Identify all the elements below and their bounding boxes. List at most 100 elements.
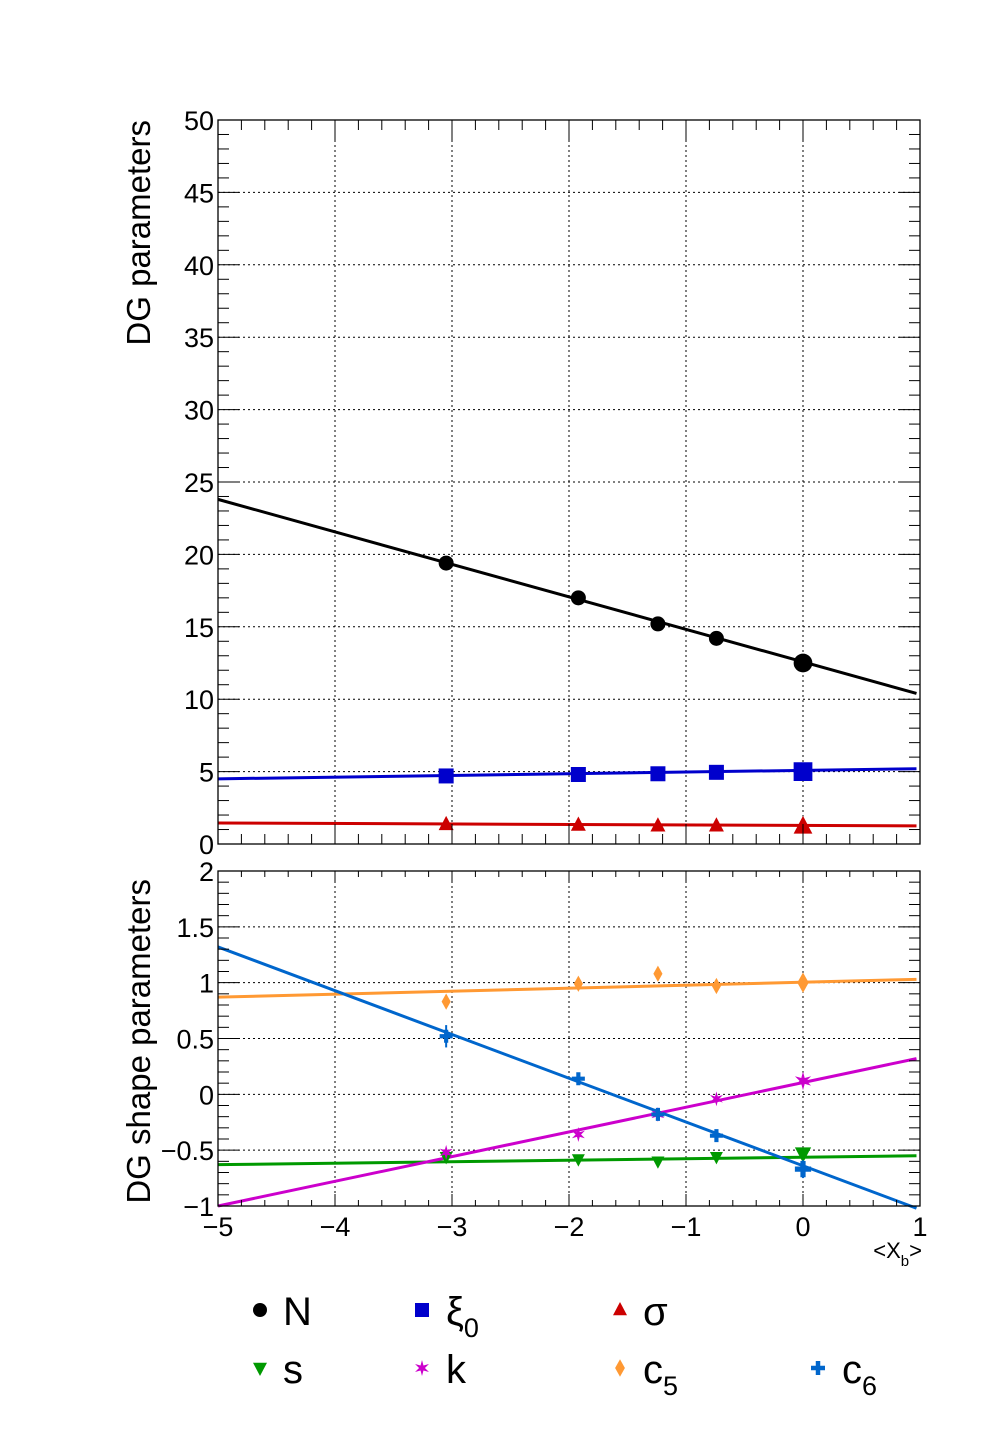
x-tick-label: −4	[320, 1212, 351, 1242]
bottom-y-axis-title: DG shape parameters	[120, 879, 157, 1204]
top-y-tick-label: 10	[184, 685, 214, 715]
n-data-point	[438, 555, 454, 571]
top-y-axis-title: DG parameters	[120, 120, 157, 346]
k-data-point	[571, 1127, 585, 1143]
top-y-tick-label: 50	[184, 106, 214, 136]
xi0-data-point	[708, 764, 724, 780]
c6-data-point	[571, 1072, 585, 1086]
legend-label-sub: 5	[663, 1371, 678, 1401]
c5-data-point	[573, 975, 583, 992]
n-data-point	[708, 630, 724, 646]
s-data-point	[571, 1154, 585, 1167]
fit-lines-layer	[217, 497, 918, 1210]
x-tick-label: −3	[437, 1212, 468, 1242]
legend-label-main: k	[446, 1348, 467, 1392]
legend-label-main: ξ	[446, 1290, 464, 1334]
c5-data-point	[441, 993, 451, 1010]
legend-label-main: s	[283, 1348, 303, 1392]
top-y-tick-label: 35	[184, 323, 214, 353]
c6-data-point	[651, 1107, 665, 1121]
n-data-point	[793, 653, 813, 673]
xi0-data-point	[438, 768, 454, 784]
xi0-data-point	[570, 766, 586, 782]
grid-layer	[218, 120, 920, 1206]
top-y-tick-label: 5	[199, 758, 214, 788]
legend-label-s: s	[283, 1348, 303, 1392]
c5-data-point	[653, 965, 663, 982]
k-data-point	[794, 1071, 812, 1091]
x-tick-label: −5	[203, 1212, 234, 1242]
bottom-y-tick-label: 1	[199, 969, 214, 999]
c5-fit-line	[217, 977, 917, 999]
xi0-data-point	[650, 766, 666, 782]
x-tick-label: −2	[554, 1212, 585, 1242]
x-axis-title-sub: b	[901, 1253, 909, 1270]
plot-frames-layer	[217, 119, 921, 1207]
bottom-x-axis-title: <Xb>	[873, 1238, 922, 1270]
legend-entry-xi: σ	[613, 1290, 668, 1334]
legend-label-main: c	[842, 1348, 862, 1392]
bottom-y-tick-label: 1.5	[176, 913, 214, 943]
top-y-tick-label: 40	[184, 251, 214, 281]
legend-label-main: N	[283, 1290, 312, 1334]
top-y-tick-label: 15	[184, 613, 214, 643]
c6-fit-line	[217, 945, 918, 1210]
k-fit-line	[217, 1057, 917, 1208]
legend-label-c6: c6	[842, 1348, 877, 1401]
xi-data-point	[570, 816, 586, 831]
top-y-tick-label: 20	[184, 540, 214, 570]
xi-fit-line	[217, 821, 917, 828]
legend-marker-n	[253, 1303, 267, 1317]
top-y-tick-label: 25	[184, 468, 214, 498]
legend-marker-xi	[613, 1301, 627, 1316]
top-y-tick-label: 45	[184, 178, 214, 208]
bottom-y-tick-label: 0	[199, 1080, 214, 1110]
c6-data-point	[794, 1161, 812, 1178]
data-points-layer	[438, 555, 813, 1179]
s-data-point	[794, 1147, 812, 1163]
n-data-point	[570, 590, 586, 606]
legend-label-main: σ	[643, 1290, 668, 1334]
legend-marker-c5	[615, 1359, 625, 1377]
s-data-point	[651, 1156, 665, 1169]
legend-entry-c6: c6	[811, 1348, 877, 1401]
xi0-data-point	[793, 762, 813, 781]
legend-marker-k	[415, 1359, 429, 1377]
n-data-point	[650, 616, 666, 632]
x-tick-label: 0	[795, 1212, 810, 1242]
c6-data-point	[439, 1029, 453, 1043]
legend-label-sub: 0	[464, 1313, 479, 1343]
legend-label-sub: 6	[862, 1371, 877, 1401]
x-tick-label: −1	[671, 1212, 702, 1242]
legend-label-n: N	[283, 1290, 312, 1334]
xi-data-point	[650, 817, 666, 832]
c5-data-point	[711, 977, 721, 995]
top-y-tick-label: 0	[199, 830, 214, 860]
xi-data-point	[438, 815, 454, 831]
k-data-point	[439, 1144, 453, 1160]
k-data-point	[709, 1091, 723, 1107]
x-tick-label: 1	[912, 1212, 927, 1242]
legend-label-k: k	[446, 1348, 467, 1392]
x-axis-title-suffix: >	[909, 1238, 922, 1263]
x-axis-title-main: <X	[873, 1238, 901, 1263]
s-data-point	[709, 1151, 723, 1165]
legend-label-c5: c5	[643, 1348, 678, 1401]
c5-data-point	[797, 972, 809, 993]
bottom-y-tick-label: −1	[183, 1192, 214, 1222]
legend-marker-c6	[811, 1361, 825, 1375]
legend-label-main: c	[643, 1348, 663, 1392]
legend-label-xi: σ	[643, 1290, 668, 1334]
legend-entry-c5: c5	[615, 1348, 678, 1401]
legend-entry-xi0: ξ0	[415, 1290, 479, 1343]
bottom-y-tick-label: 0.5	[176, 1025, 214, 1055]
xi-data-point	[708, 817, 724, 832]
top-y-tick-label: 30	[184, 396, 214, 426]
c6-data-point	[709, 1129, 723, 1143]
legend-marker-xi0	[415, 1303, 429, 1317]
legend-entry-k: k	[415, 1348, 467, 1392]
legend-marker-s	[253, 1362, 267, 1377]
